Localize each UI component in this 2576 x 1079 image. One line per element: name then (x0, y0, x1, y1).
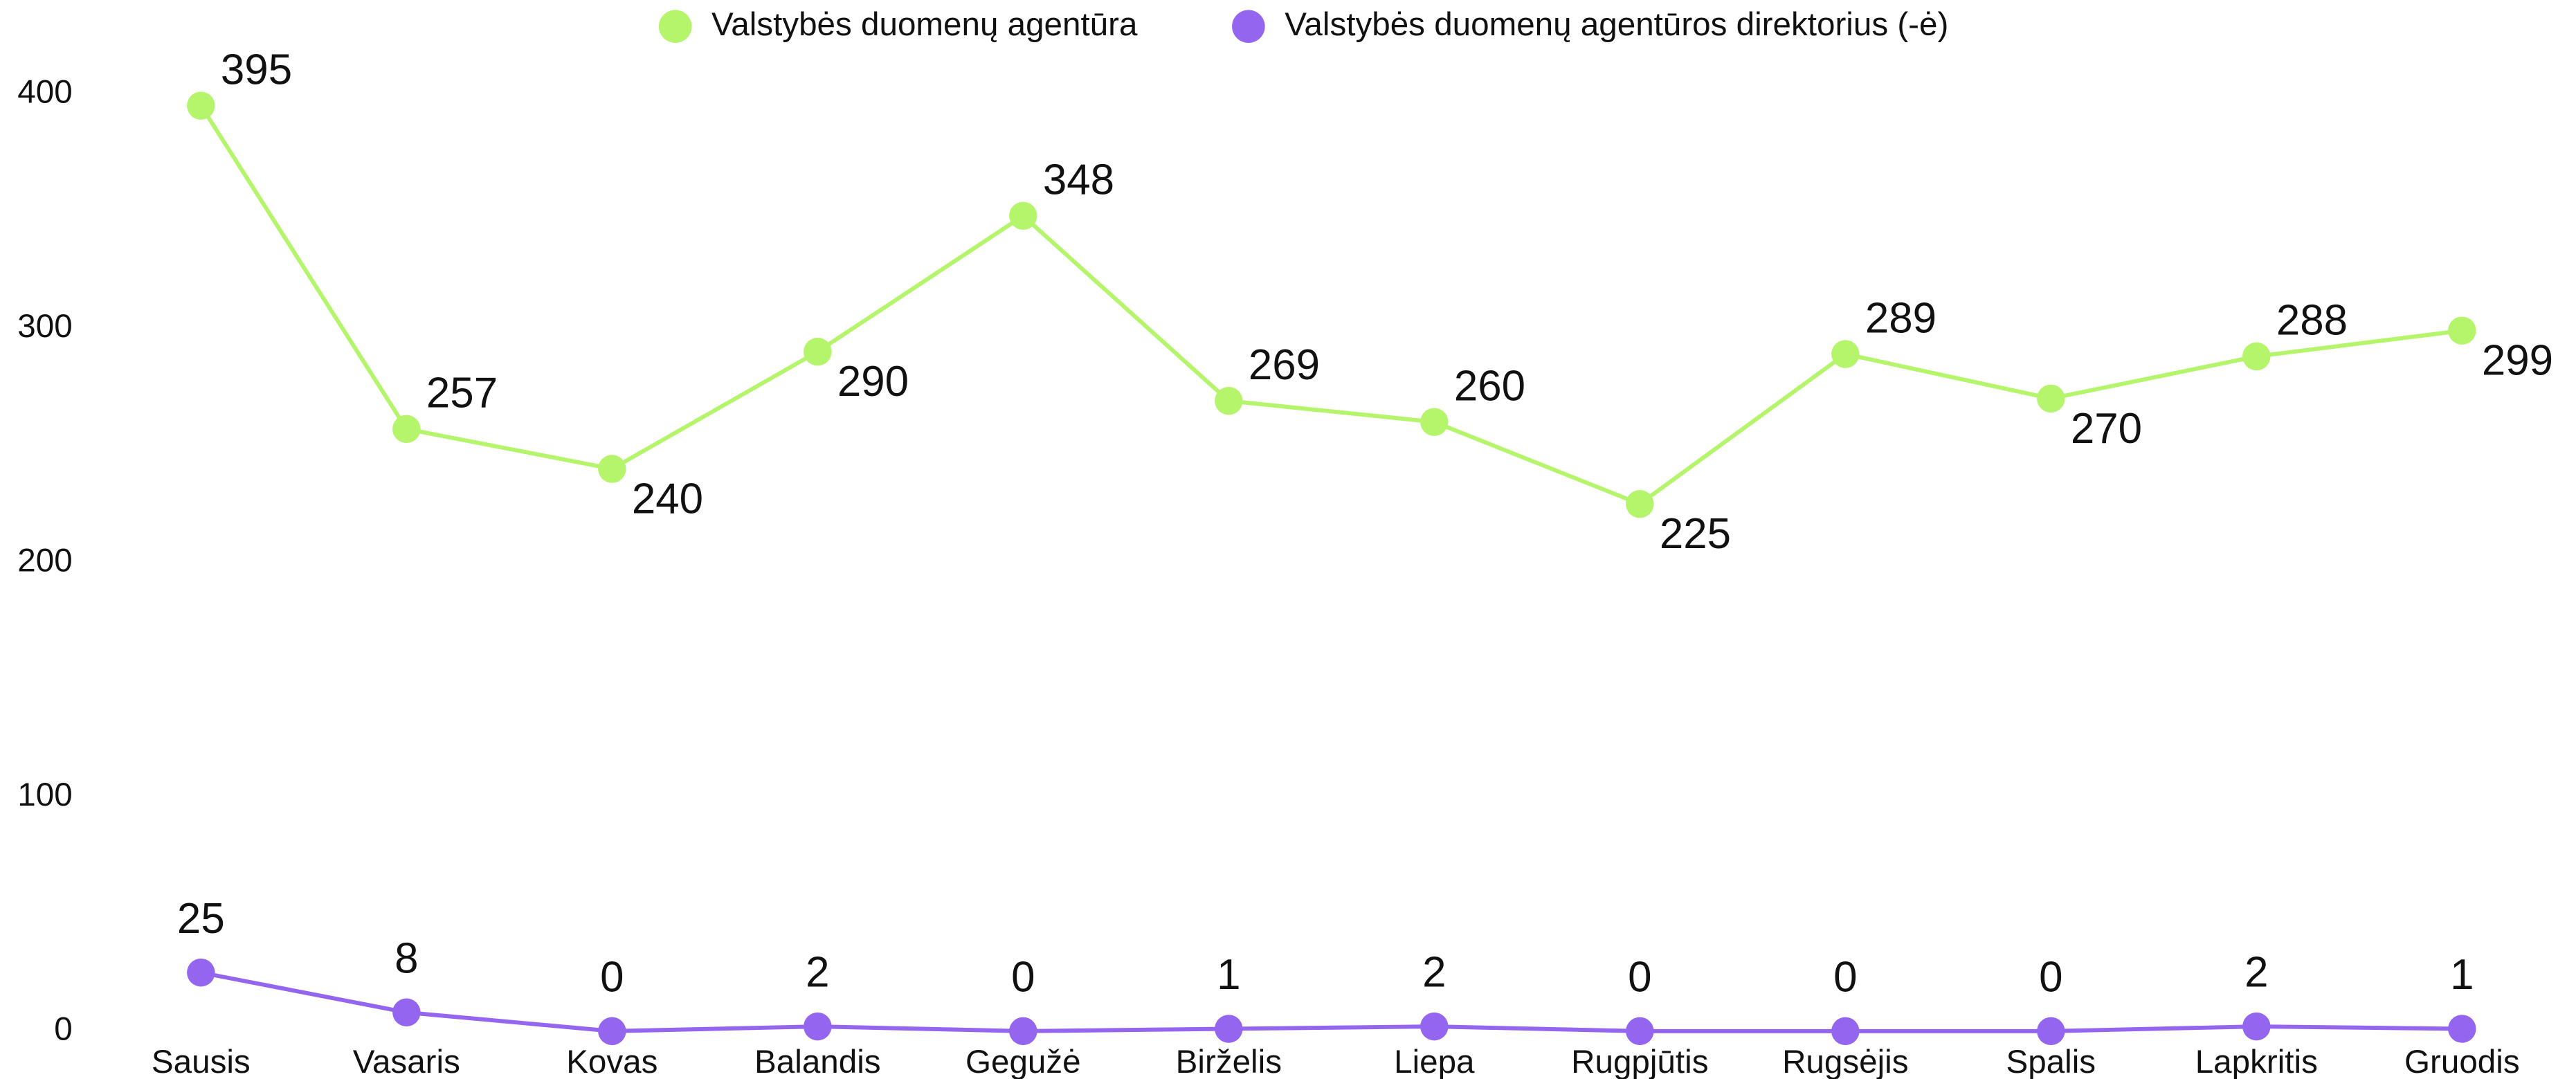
data-label: 270 (2071, 405, 2142, 453)
y-tick-label: 0 (54, 1010, 72, 1047)
data-label: 8 (394, 934, 418, 982)
data-point (1215, 387, 1243, 415)
y-tick-label: 100 (17, 777, 72, 813)
x-tick-label: Spalis (2006, 1044, 2096, 1079)
data-point (187, 959, 215, 987)
data-label: 395 (221, 46, 292, 93)
data-point (598, 1017, 626, 1046)
legend-swatch (658, 10, 692, 43)
x-tick-label: Rugpjūtis (1571, 1044, 1708, 1079)
data-label: 257 (426, 370, 498, 417)
series-line (200, 970, 2462, 1033)
legend-label: Valstybės duomenų agentūros direktorius … (1285, 6, 1948, 43)
data-label: 348 (1043, 156, 1114, 204)
data-label: 0 (2039, 953, 2062, 1001)
data-label: 260 (1454, 362, 1525, 410)
x-tick-label: Liepa (1394, 1044, 1475, 1079)
data-label: 289 (1865, 294, 1936, 342)
data-point (1831, 340, 1860, 368)
legend-swatch (1232, 10, 1265, 43)
x-tick-label: Gegužė (965, 1044, 1081, 1079)
data-label: 0 (1011, 953, 1035, 1001)
data-point (1009, 201, 1037, 230)
data-point (598, 455, 626, 483)
data-point (392, 998, 421, 1027)
data-label: 225 (1660, 510, 1731, 558)
data-label: 269 (1249, 341, 1320, 389)
data-label: 25 (177, 895, 225, 943)
data-point (2448, 316, 2476, 345)
x-tick-label: Gruodis (2404, 1044, 2520, 1079)
data-label: 290 (837, 358, 909, 406)
data-label: 288 (2276, 297, 2348, 345)
y-tick-label: 300 (17, 308, 72, 345)
series-line (199, 105, 2462, 507)
data-label: 0 (600, 953, 624, 1001)
x-tick-label: Kovas (566, 1044, 657, 1079)
x-tick-label: Balandis (754, 1044, 881, 1079)
data-label: 299 (2482, 337, 2553, 385)
data-label: 2 (806, 949, 829, 997)
data-point (1420, 408, 1449, 436)
data-point (1831, 1017, 1860, 1046)
data-point (2037, 384, 2065, 413)
data-point (1626, 1017, 1654, 1046)
x-tick-label: Sausis (152, 1044, 251, 1079)
x-tick-label: Lapkritis (2195, 1044, 2318, 1079)
data-point (1626, 489, 1654, 518)
data-label: 1 (1217, 951, 1240, 999)
data-point (2242, 342, 2271, 371)
x-tick-label: Birželis (1176, 1044, 1282, 1079)
data-point (187, 91, 215, 120)
y-tick-label: 400 (17, 73, 72, 110)
data-label: 0 (1628, 953, 1651, 1001)
data-point (804, 337, 832, 366)
data-point (392, 415, 421, 444)
data-label: 2 (1422, 949, 1446, 997)
data-label: 1 (2450, 951, 2474, 999)
data-point (2037, 1017, 2065, 1046)
x-tick-label: Rugsėjis (1782, 1044, 1908, 1079)
data-point (1215, 1015, 1243, 1043)
data-label: 240 (632, 475, 703, 523)
x-tick-label: Vasaris (353, 1044, 460, 1079)
data-point (1420, 1012, 1449, 1041)
y-tick-label: 200 (17, 542, 72, 579)
data-label: 0 (1833, 953, 1857, 1001)
data-label: 2 (2244, 949, 2268, 997)
data-point (2242, 1012, 2271, 1041)
data-point (1009, 1017, 1037, 1046)
legend-label: Valstybės duomenų agentūra (711, 6, 1138, 43)
data-point (2448, 1015, 2476, 1043)
data-point (804, 1012, 832, 1041)
